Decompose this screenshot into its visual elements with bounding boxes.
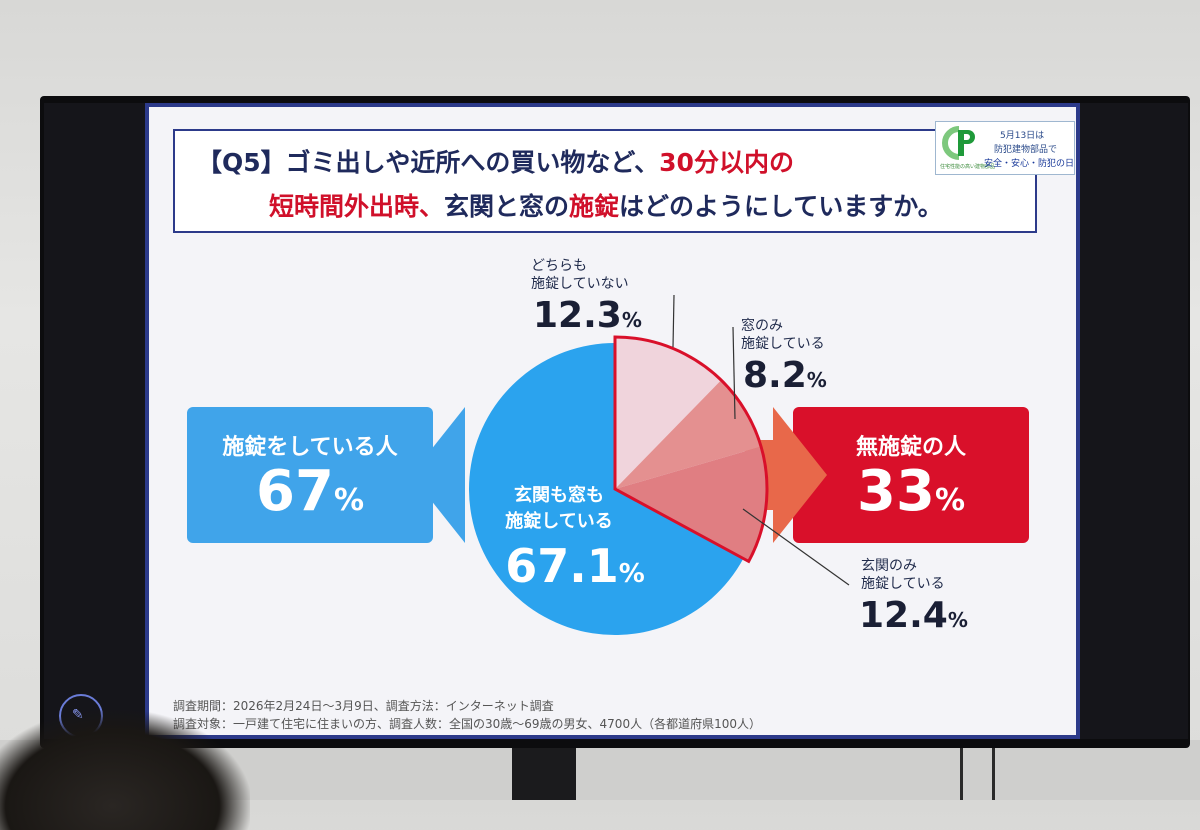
right-arrow-head	[773, 407, 827, 543]
logo-line: 安全・安心・防犯の日	[984, 159, 1075, 169]
cp-logo-box: 住宅性能の高い建物部品 5月13日は 防犯建物部品で 安全・安心・防犯の日	[935, 121, 1075, 175]
label-window-line2: 施錠している	[741, 336, 825, 352]
screen-left-margin	[44, 103, 145, 739]
monitor-stand	[512, 748, 576, 800]
slide: 【Q5】ゴミ出しや近所への買い物など、30分以内の 短時間外出時、玄関と窓の施錠…	[145, 103, 1080, 739]
pie-slice	[615, 380, 761, 489]
leader-line	[732, 326, 736, 420]
audience-head	[0, 710, 250, 830]
pie-slice	[469, 343, 744, 635]
title-highlight: 30分以内の	[659, 148, 794, 177]
locked-value-number: 67	[256, 459, 334, 524]
screen-right-margin	[1080, 103, 1188, 739]
pie-slice	[615, 446, 768, 562]
label-neither-line2: 施錠していない	[531, 276, 629, 292]
value-number: 12.4	[859, 595, 948, 636]
survey-target: 調査対象：一戸建て住宅に住まいの方、調査人数：全国の30歳～69歳の男女、470…	[173, 717, 761, 731]
label-neither-line1: どちらも	[531, 258, 587, 274]
value-number: 67.1	[505, 539, 619, 593]
title-highlight: 施錠	[569, 192, 620, 221]
cable	[992, 748, 995, 800]
label-door-line1: 玄関のみ	[861, 558, 917, 574]
percent-sign: %	[333, 483, 364, 518]
percent-sign: %	[618, 559, 645, 589]
left-arrow	[411, 407, 465, 543]
leader-line	[742, 508, 850, 586]
survey-period: 調査期間：2026年2月24日～3月9日、調査方法：インターネット調査	[173, 699, 554, 713]
unlocked-value-number: 33	[857, 459, 935, 524]
cp-logo-icon	[942, 126, 975, 160]
leader-line	[672, 294, 675, 348]
label-window-line1: 窓のみ	[741, 318, 783, 334]
unlocked-summary-box: 無施錠の人 33%	[793, 407, 1029, 543]
logo-line: 5月13日は	[1000, 131, 1045, 141]
title-text: 【Q5】ゴミ出しや近所への買い物など、	[197, 148, 660, 177]
label-door-line2: 施錠している	[861, 576, 945, 592]
locked-summary-value: 67%	[187, 459, 433, 524]
logo-caption: 住宅性能の高い建物部品	[940, 164, 996, 170]
locked-summary-label: 施錠をしている人	[222, 435, 398, 460]
title-line-2: 短時間外出時、玄関と窓の施錠はどのようにしていますか。	[269, 187, 943, 223]
logo-line: 防犯建物部品で	[994, 145, 1058, 155]
title-text: はどのようにしていますか。	[619, 192, 943, 221]
percent-sign: %	[621, 308, 642, 332]
cable	[960, 748, 963, 800]
value-number: 12.3	[533, 295, 622, 336]
question-title-box: 【Q5】ゴミ出しや近所への買い物など、30分以内の 短時間外出時、玄関と窓の施錠…	[173, 129, 1037, 233]
value-number: 8.2	[743, 355, 807, 396]
percent-sign: %	[806, 368, 827, 392]
title-highlight: 短時間外出時、	[269, 192, 445, 221]
label-both-line1: 玄関も窓も	[514, 485, 604, 506]
title-line-1: 【Q5】ゴミ出しや近所への買い物など、30分以内の	[197, 143, 794, 179]
pie-slice	[615, 337, 722, 489]
value-door: 12.4%	[859, 595, 968, 636]
unlocked-summary-label: 無施錠の人	[855, 435, 966, 460]
value-window: 8.2%	[743, 355, 827, 396]
locked-summary-box: 施錠をしている人 67%	[187, 407, 433, 543]
unlocked-group-outline	[613, 335, 769, 564]
percent-sign: %	[947, 608, 968, 632]
pie-chart	[411, 294, 850, 635]
label-both-line2: 施錠している	[505, 511, 613, 532]
percent-sign: %	[934, 483, 965, 518]
title-text: 玄関と窓の	[444, 192, 570, 221]
value-both: 67.1%	[485, 539, 665, 593]
value-neither: 12.3%	[533, 295, 642, 336]
unlocked-summary-value: 33%	[793, 459, 1029, 524]
